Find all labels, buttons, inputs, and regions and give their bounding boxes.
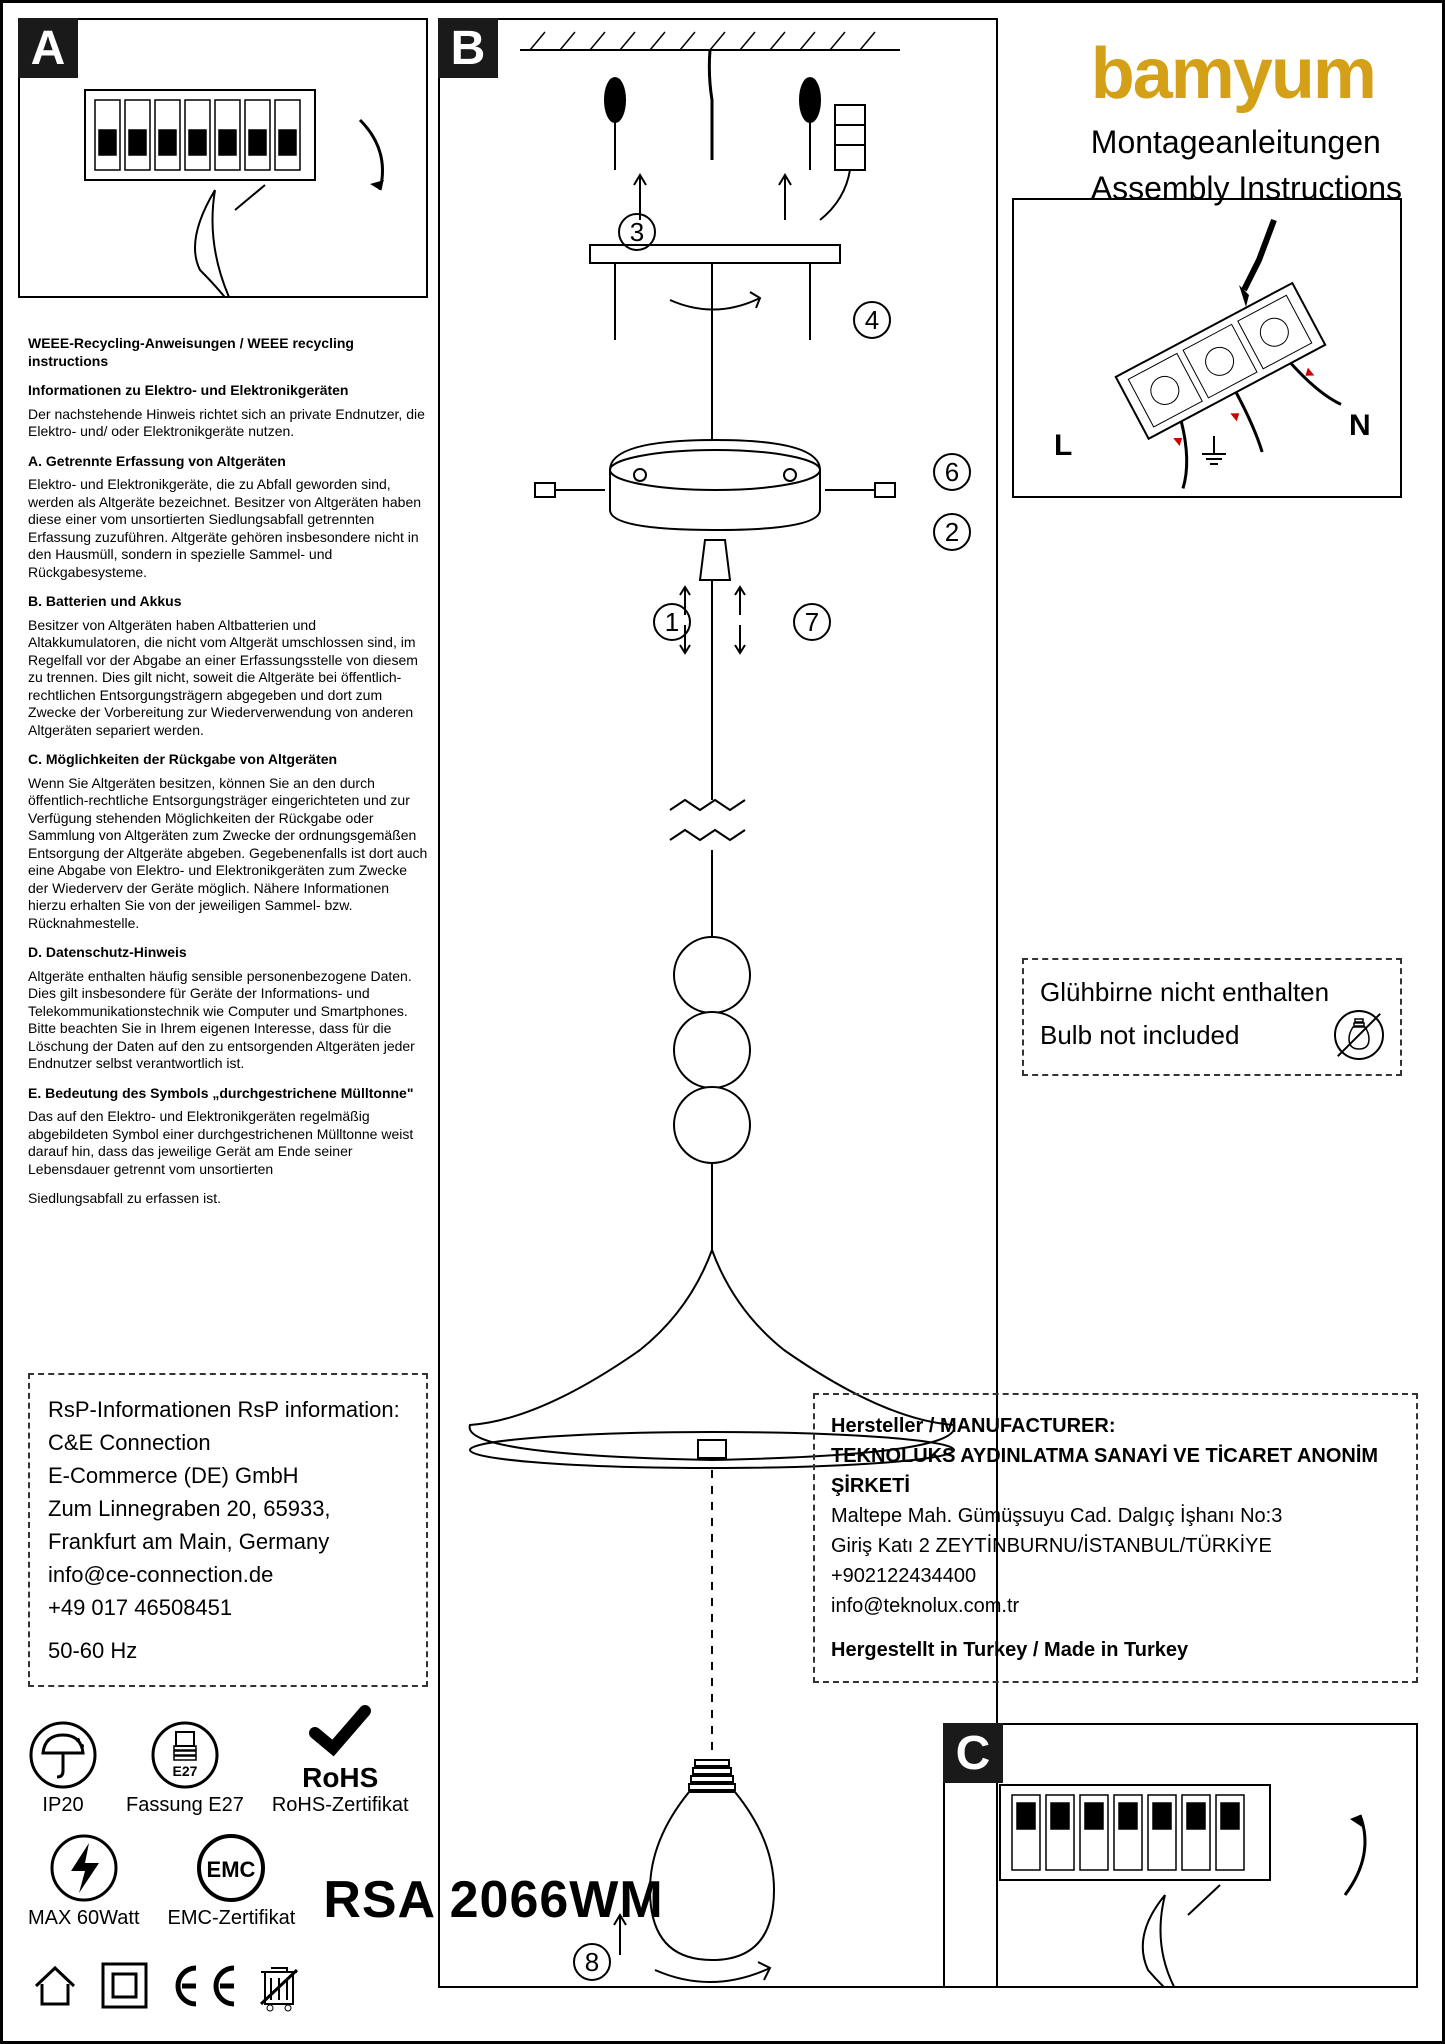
brand-subtitle-de: Montageanleitungen: [1091, 123, 1402, 161]
bulb-notice-en: Bulb not included: [1040, 1017, 1239, 1053]
panel-c: [943, 1723, 1418, 1988]
rsp-line1: C&E Connection: [48, 1426, 408, 1459]
ip-rating: IP20: [28, 1720, 98, 1817]
step-1: 1: [653, 603, 691, 641]
bulb-notice-de: Glühbirne nicht enthalten: [1040, 974, 1384, 1010]
no-bulb-icon: [1334, 1010, 1384, 1060]
page: A: [0, 0, 1445, 2044]
breaker-on-diagram: [945, 1725, 1418, 1988]
weee-intro: Der nachstehende Hinweis richtet sich an…: [28, 406, 428, 441]
emc-icon: EMC: [196, 1833, 266, 1903]
label-c: C: [943, 1723, 1003, 1783]
rsp-phone: +49 017 46508451: [48, 1591, 408, 1624]
step-2: 2: [933, 513, 971, 551]
mfr-email: info@teknolux.com.tr: [831, 1591, 1400, 1621]
emc-cert: EMC EMC-Zertifikat: [168, 1833, 296, 1930]
mfr-made: Hergestellt in Turkey / Made in Turkey: [831, 1635, 1400, 1665]
brand-block: bamyum Montageanleitungen Assembly Instr…: [1091, 33, 1402, 208]
icons-row-1: IP20 E27 Fassung E27 RoHS RoHS-Zertifika…: [28, 1703, 409, 1817]
weee-c-text: Wenn Sie Altgeräten besitzen, können Sie…: [28, 775, 428, 933]
step-4: 4: [853, 301, 891, 339]
weee-a-heading: A. Getrennte Erfassung von Altgeräten: [28, 453, 428, 471]
label-b: B: [438, 18, 498, 78]
weee-b-text: Besitzer von Altgeräten haben Altbatteri…: [28, 617, 428, 740]
indoor-icon: [28, 1958, 83, 2013]
icons-row-2: MAX 60Watt EMC EMC-Zertifikat RSA 2066WM: [28, 1833, 664, 1930]
mfr-line2: Maltepe Mah. Gümüşsuyu Cad. Dalgıç İşhan…: [831, 1501, 1400, 1531]
rsp-line4: Frankfurt am Main, Germany: [48, 1525, 408, 1558]
rsp-hz: 50-60 Hz: [48, 1634, 408, 1667]
weee-title: WEEE-Recycling-Anweisungen / WEEE recycl…: [28, 335, 428, 370]
weee-e-text2: Siedlungsabfall zu erfassen ist.: [28, 1190, 428, 1208]
rsp-line2: E-Commerce (DE) GmbH: [48, 1459, 408, 1492]
label-a: A: [18, 18, 78, 78]
rsp-email: info@ce-connection.de: [48, 1558, 408, 1591]
weee-e-heading: E. Bedeutung des Symbols „durchgestriche…: [28, 1085, 428, 1103]
step-7: 7: [793, 603, 831, 641]
bulb-notice: Glühbirne nicht enthalten Bulb not inclu…: [1022, 958, 1402, 1076]
weee-d-text: Altgeräte enthalten häufig sensible pers…: [28, 968, 428, 1073]
pendant-lamp-diagram: [440, 20, 1000, 1990]
wiring-diagram: L N: [1014, 200, 1404, 500]
brand-logo: bamyum: [1091, 33, 1402, 115]
rsp-heading: RsP-Informationen RsP information:: [48, 1393, 408, 1426]
step-8: 8: [573, 1943, 611, 1981]
mfr-heading: Hersteller / MANUFACTURER:: [831, 1411, 1400, 1441]
wiring-L: L: [1054, 429, 1072, 462]
step-3: 3: [618, 213, 656, 251]
mfr-phone: +902122434400: [831, 1561, 1400, 1591]
icons-row-3: [28, 1958, 303, 2013]
step-6: 6: [933, 453, 971, 491]
mfr-line1: TEKNOLUKS AYDINLATMA SANAYİ VE TİCARET A…: [831, 1441, 1400, 1501]
svg-text:EMC: EMC: [207, 1857, 256, 1882]
rsp-line3: Zum Linnegraben 20, 65933,: [48, 1492, 408, 1525]
breaker-off-diagram: [20, 20, 428, 298]
mfr-line3: Giriş Katı 2 ZEYTİNBURNU/İSTANBUL/TÜRKİY…: [831, 1531, 1400, 1561]
weee-c-heading: C. Möglichkeiten der Rückgabe von Altger…: [28, 751, 428, 769]
weee-bin-icon: [255, 1958, 303, 2013]
weee-b-heading: B. Batterien und Akkus: [28, 593, 428, 611]
class2-icon: [97, 1958, 152, 2013]
lightning-icon: [49, 1833, 119, 1903]
weee-e-text: Das auf den Elektro- und Elektronikgerät…: [28, 1108, 428, 1178]
panel-b-assembly: [438, 18, 998, 1988]
checkmark-icon: [305, 1703, 375, 1758]
weee-text: WEEE-Recycling-Anweisungen / WEEE recycl…: [28, 323, 428, 1214]
ce-icon: [166, 1958, 241, 2013]
svg-text:E27: E27: [172, 1763, 197, 1779]
wiring-inset: L N: [1012, 198, 1402, 498]
weee-d-heading: D. Datenschutz-Hinweis: [28, 944, 428, 962]
socket-icon: E27: [150, 1720, 220, 1790]
umbrella-icon: [28, 1720, 98, 1790]
rsp-box: RsP-Informationen RsP information: C&E C…: [28, 1373, 428, 1687]
socket-type: E27 Fassung E27: [126, 1720, 244, 1817]
weee-info-heading: Informationen zu Elektro- und Elektronik…: [28, 382, 428, 400]
max-watt: MAX 60Watt: [28, 1833, 140, 1930]
rohs-cert: RoHS RoHS-Zertifikat: [272, 1703, 409, 1817]
weee-a-text: Elektro- und Elektronikgeräte, die zu Ab…: [28, 476, 428, 581]
model-code: RSA 2066WM: [323, 1870, 663, 1930]
panel-a: [18, 18, 428, 298]
wiring-N: N: [1349, 409, 1371, 442]
manufacturer-box: Hersteller / MANUFACTURER: TEKNOLUKS AYD…: [813, 1393, 1418, 1683]
